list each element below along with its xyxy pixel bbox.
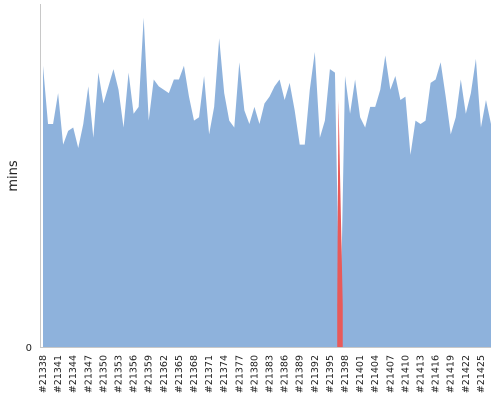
- x-tick-label: #21404: [370, 355, 381, 393]
- y-axis-label: mins: [6, 160, 21, 192]
- x-tick-label: #21383: [265, 355, 276, 393]
- x-tick-label: #21425: [476, 355, 487, 393]
- x-tick-label: #21341: [53, 355, 64, 393]
- x-tick-label: #21413: [416, 355, 427, 393]
- x-tick-label: #21398: [340, 355, 351, 393]
- series-area: [43, 17, 491, 347]
- x-tick-label: #21356: [129, 355, 140, 393]
- x-tick-label: #21422: [461, 355, 472, 393]
- x-tick-label: #21395: [325, 355, 336, 393]
- x-tick-label: #21374: [219, 355, 230, 393]
- x-tick-label: #21344: [68, 355, 79, 393]
- x-tick-label: #21389: [295, 355, 306, 393]
- x-tick-labels: #21338 #21341 #21344 #21347 #21350 #21353 #213…: [38, 355, 487, 393]
- x-tick-label: #21371: [204, 355, 215, 393]
- x-tick-label: #21401: [355, 355, 366, 393]
- x-tick-label: #21380: [249, 355, 260, 393]
- x-tick-label: #21362: [159, 355, 170, 393]
- x-tick-label: #21368: [189, 355, 200, 393]
- x-tick-label: #21407: [385, 355, 396, 393]
- y-tick-label: 0: [26, 343, 32, 354]
- x-tick-label: #21377: [234, 355, 245, 393]
- x-tick-label: #21353: [114, 355, 125, 393]
- x-tick-label: #21410: [400, 355, 411, 393]
- failed-build-marker: [337, 100, 343, 347]
- plot-area: [43, 17, 491, 347]
- x-tick-label: #21416: [431, 355, 442, 393]
- x-tick-label: #21347: [83, 355, 94, 393]
- x-tick-label: #21338: [38, 355, 49, 393]
- x-tick-label: #21386: [280, 355, 291, 393]
- x-tick-label: #21419: [446, 355, 457, 393]
- x-tick-label: #21359: [144, 355, 155, 393]
- x-tick-label: #21350: [98, 355, 109, 393]
- x-tick-label: #21392: [310, 355, 321, 393]
- x-tick-label: #21365: [174, 355, 185, 393]
